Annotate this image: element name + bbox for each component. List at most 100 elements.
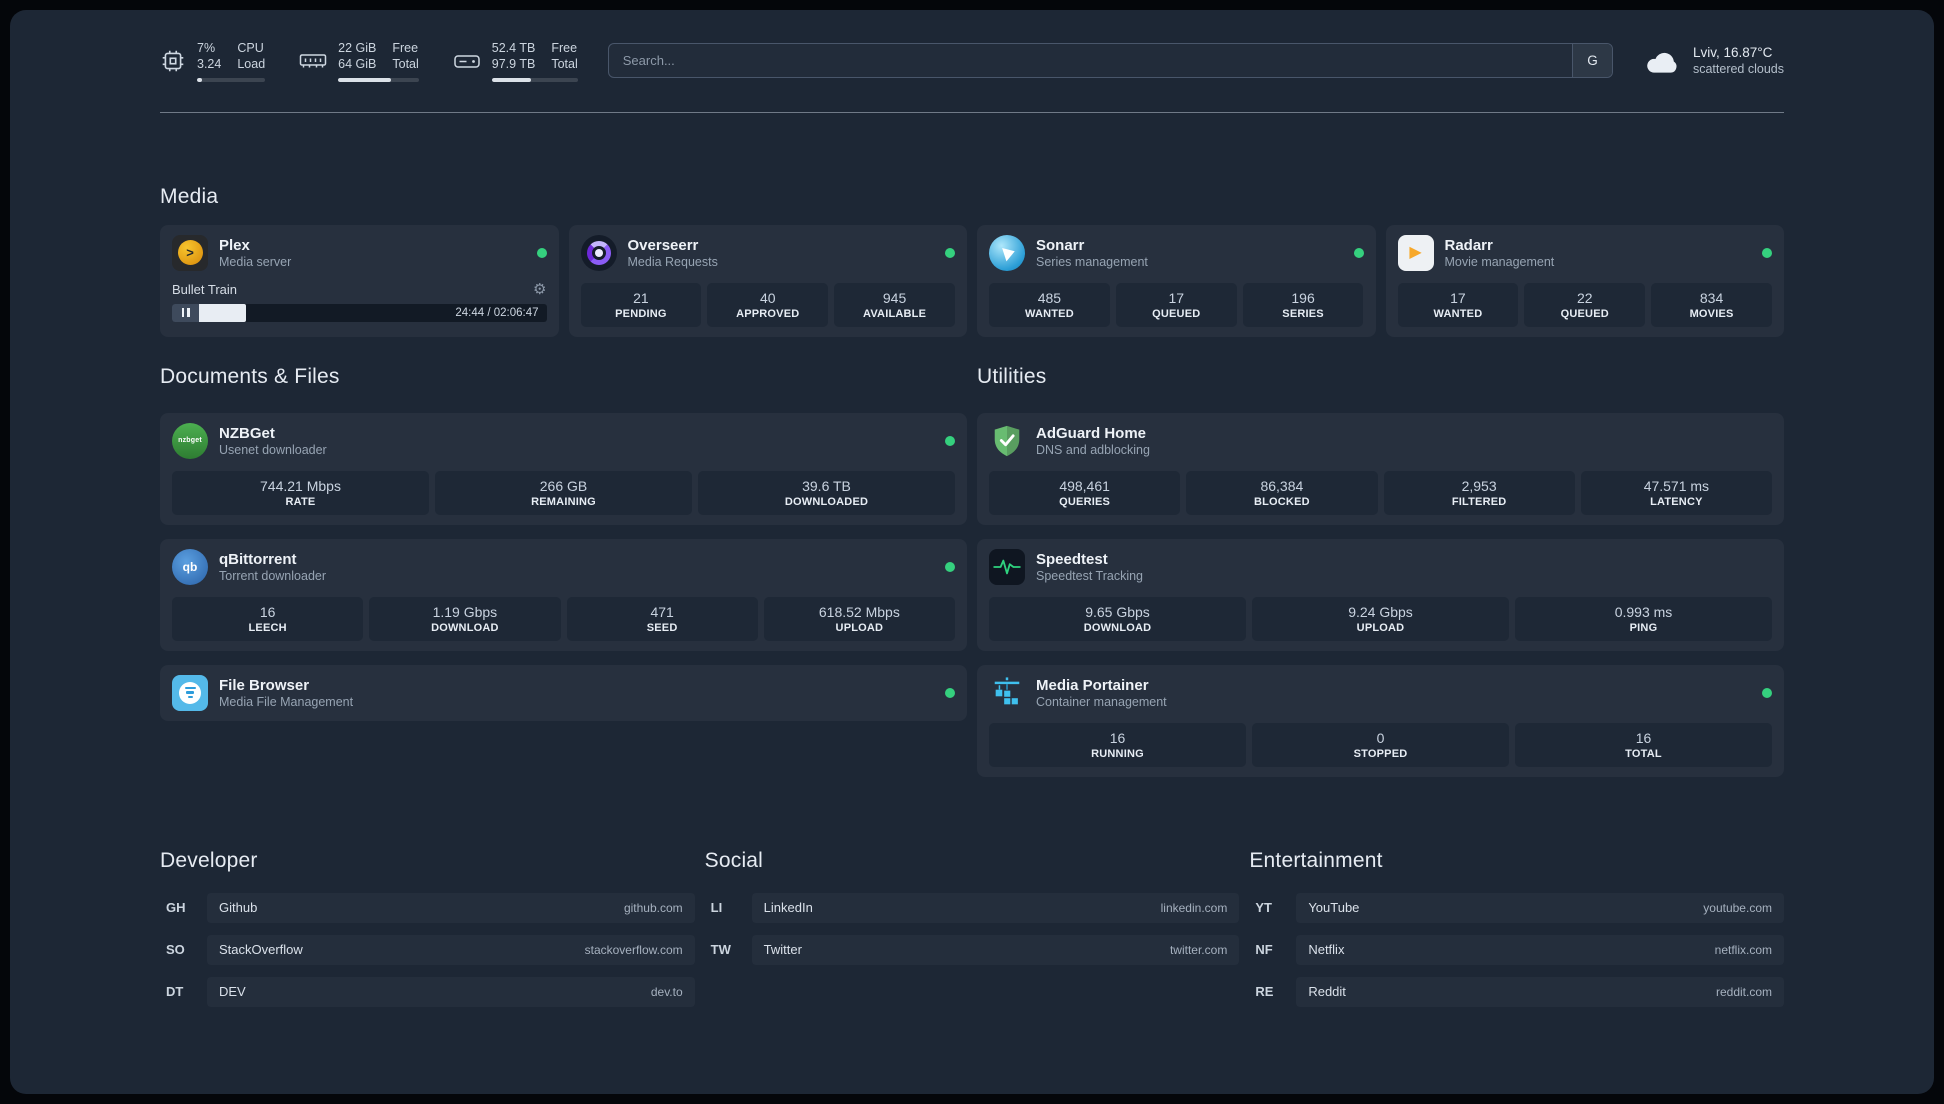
settings-icon[interactable]: ⚙ [533, 280, 547, 298]
status-dot [1762, 247, 1772, 258]
service-title: Speedtest [1036, 550, 1108, 568]
section-title-media: Media [160, 184, 219, 208]
cpu-icon [162, 50, 184, 72]
status-dot [945, 247, 955, 258]
stat-stopped: 0 STOPPED [1252, 722, 1509, 767]
service-subtitle: Usenet downloader [219, 442, 327, 457]
bookmark-link-github[interactable]: Github github.com [207, 892, 695, 923]
top-bar: 7% 3.24 CPU Load [160, 40, 1784, 82]
bookmark-name: Reddit [1308, 984, 1346, 999]
service-subtitle: Movie management [1444, 254, 1555, 269]
weather-widget: Lviv, 16.87°C scattered clouds [1643, 45, 1784, 76]
bookmark-url: youtube.com [1703, 900, 1772, 915]
service-title: Media Portainer [1036, 676, 1149, 694]
card-overseerr[interactable]: Overseerr Media Requests 21 PENDING 40 APP… [568, 224, 967, 337]
stat-queued: 22 QUEUED [1524, 282, 1646, 327]
ram-total-label: Total [392, 57, 419, 72]
section-title-social: Social [704, 848, 764, 872]
bookmark-link-reddit[interactable]: Reddit reddit.com [1296, 976, 1784, 1007]
adguard-icon [989, 423, 1025, 459]
card-speedtest[interactable]: Speedtest Speedtest Tracking 9.65 Gbps DO… [977, 538, 1784, 651]
stat-seed: 471 SEED [566, 596, 758, 641]
bookmark-link-youtube[interactable]: YouTube youtube.com [1296, 892, 1784, 923]
disk-free-label: Free [551, 41, 578, 55]
now-playing-title: Bullet Train [172, 281, 238, 297]
status-dot [945, 561, 955, 572]
card-filebrowser[interactable]: File Browser Media File Management [160, 664, 967, 721]
service-subtitle: Media File Management [219, 694, 354, 709]
cpu-label: CPU [237, 41, 264, 55]
bookmark-link-linkedin[interactable]: LinkedIn linkedin.com [751, 892, 1240, 923]
status-dot [945, 687, 955, 698]
bookmark-link-dev[interactable]: DEV dev.to [207, 976, 695, 1007]
utilities-column: Utilities AdGuard Home [977, 365, 1784, 777]
stat-remaining: 266 GB REMAINING [435, 470, 692, 515]
service-title: Overseerr [627, 236, 699, 254]
service-subtitle: Media server [219, 254, 292, 269]
stat-queries: 498,461 QUERIES [989, 470, 1181, 515]
weather-location-temp: Lviv, 16.87°C [1692, 45, 1773, 61]
bookmarks-developer: Developer GH Github github.com SO StackO… [160, 849, 695, 1007]
service-subtitle: DNS and adblocking [1036, 442, 1150, 457]
bookmark-abbr: TW [710, 942, 731, 957]
ram-free-value: 22 GiB [338, 41, 377, 55]
card-radarr[interactable]: ▶ Radarr Movie management 17 WANTED 22 QUE… [1385, 224, 1784, 337]
card-adguard[interactable]: AdGuard Home DNS and adblocking 498,461 Q… [977, 412, 1784, 525]
disk-total-label: Total [551, 57, 578, 72]
bookmark-link-netflix[interactable]: Netflix netflix.com [1296, 934, 1784, 965]
service-title: Radarr [1444, 236, 1493, 254]
cpu-usage-value: 7% [197, 41, 216, 55]
disk-widget: 52.4 TB 97.9 TB Free Total [453, 40, 578, 82]
playback-progress-track[interactable] [199, 303, 447, 322]
dashboard-page: 7% 3.24 CPU Load [10, 10, 1934, 1094]
cpu-load-value: 3.24 [197, 57, 222, 72]
bookmark-row: SO StackOverflow stackoverflow.com [160, 934, 695, 965]
service-subtitle: Speedtest Tracking [1036, 568, 1144, 583]
stat-filtered: 2,953 FILTERED [1383, 470, 1575, 515]
status-dot [536, 247, 547, 258]
bookmark-row: YT YouTube youtube.com [1249, 892, 1784, 923]
playback-progress-fill [199, 303, 247, 322]
bookmark-url: linkedin.com [1160, 900, 1228, 915]
plex-icon: > [172, 234, 208, 271]
stat-approved: 40 APPROVED [707, 282, 829, 327]
bookmark-row: NF Netflix netflix.com [1249, 934, 1784, 965]
search-provider-button[interactable]: G [1571, 44, 1612, 78]
bookmark-link-stackoverflow[interactable]: StackOverflow stackoverflow.com [207, 934, 695, 965]
stat-download: 9.65 Gbps DOWNLOAD [989, 596, 1246, 641]
card-sonarr[interactable]: Sonarr Series management 485 WANTED 17 QUE… [977, 224, 1376, 337]
cpu-progress-bar [197, 77, 266, 82]
search-input[interactable] [608, 44, 1572, 78]
stat-blocked: 86,384 BLOCKED [1186, 470, 1378, 515]
stat-wanted: 485 WANTED [989, 282, 1110, 327]
section-title-entertainment: Entertainment [1249, 848, 1383, 872]
overseerr-icon [580, 234, 617, 271]
bookmark-url: reddit.com [1715, 984, 1772, 999]
bookmarks-social: Social LI LinkedIn linkedin.com TW Twitt… [705, 849, 1240, 965]
stat-upload: 618.52 Mbps UPLOAD [763, 596, 955, 641]
status-dot [1762, 687, 1772, 698]
card-portainer[interactable]: Media Portainer Container management 16 R… [977, 664, 1784, 777]
bookmarks-entertainment: Entertainment YT YouTube youtube.com NF … [1249, 849, 1784, 1007]
ram-total-value: 64 GiB [338, 57, 377, 72]
pause-button[interactable] [172, 303, 199, 322]
sonarr-icon [989, 234, 1025, 271]
bookmark-row: TW Twitter twitter.com [705, 934, 1240, 965]
portainer-icon [989, 675, 1025, 711]
bookmark-link-twitter[interactable]: Twitter twitter.com [751, 934, 1240, 965]
disk-progress-bar [491, 77, 578, 82]
bookmark-name: Netflix [1308, 942, 1345, 957]
bookmark-row: LI LinkedIn linkedin.com [705, 892, 1240, 923]
stat-pending: 21 PENDING [580, 282, 702, 327]
plex-glyph: > [177, 240, 203, 265]
card-nzbget[interactable]: nzbget NZBGet Usenet downloader 744.21 M… [160, 412, 967, 525]
bookmark-row: DT DEV dev.to [160, 976, 695, 1007]
cpu-load-label: Load [237, 57, 266, 72]
filebrowser-icon [172, 674, 208, 711]
section-title-documents: Documents & Files [160, 364, 340, 388]
card-qbittorrent[interactable]: qb qBittorrent Torrent downloader 16 LEEC… [160, 538, 967, 651]
stat-series: 196 SERIES [1242, 282, 1364, 327]
card-plex[interactable]: > Plex Media server Bullet Train ⚙ 24:44… [160, 224, 559, 337]
ram-free-label: Free [392, 41, 419, 55]
